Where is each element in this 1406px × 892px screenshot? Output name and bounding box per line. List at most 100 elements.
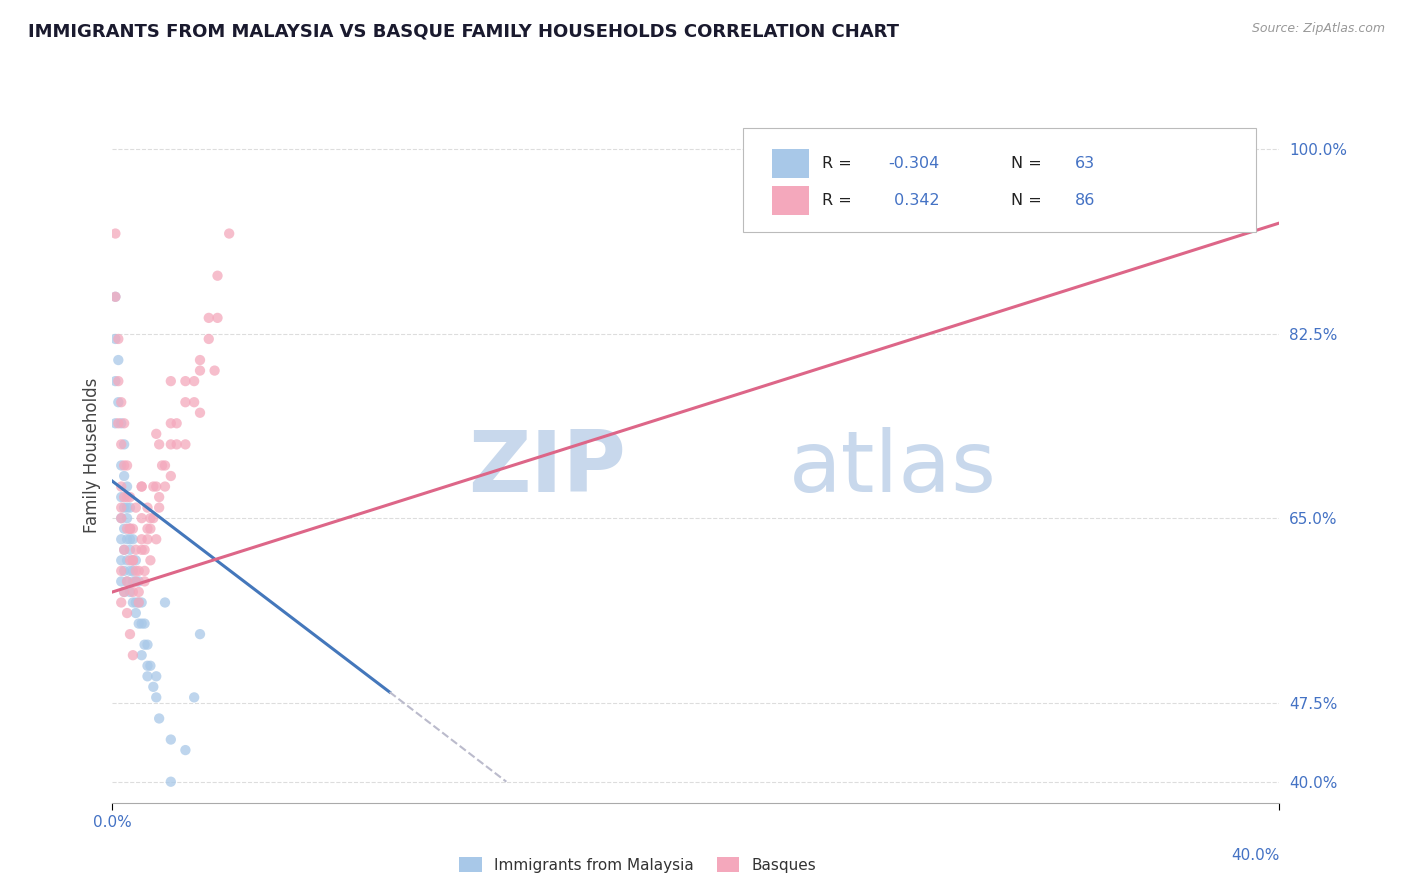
Point [125, 595, 148, 609]
Point [128, 585, 150, 599]
Point [160, 732, 183, 747]
Point [125, 574, 148, 589]
Point [174, 395, 197, 409]
Point [112, 542, 135, 557]
Legend: Immigrants from Malaysia, Basques: Immigrants from Malaysia, Basques [453, 850, 823, 879]
Point [125, 553, 148, 567]
Point [107, 417, 129, 431]
Point [128, 564, 150, 578]
Point [110, 553, 132, 567]
Point [104, 374, 127, 388]
Point [110, 500, 132, 515]
Point [110, 458, 132, 473]
Point [110, 479, 132, 493]
Point [136, 522, 159, 536]
Point [125, 564, 148, 578]
Point [174, 743, 197, 757]
Point [148, 711, 170, 725]
Point [153, 479, 176, 493]
Point [110, 564, 132, 578]
Point [112, 469, 135, 483]
Text: N =: N = [1011, 156, 1047, 171]
Point [110, 574, 132, 589]
Point [112, 564, 135, 578]
Point [183, 395, 205, 409]
Point [112, 585, 135, 599]
Point [115, 553, 138, 567]
Point [110, 490, 132, 504]
Point [145, 669, 167, 683]
Point [118, 522, 141, 536]
Point [112, 458, 135, 473]
Point [122, 564, 145, 578]
Point [160, 374, 183, 388]
Point [134, 574, 156, 589]
Point [134, 616, 156, 631]
Point [136, 500, 159, 515]
Text: Source: ZipAtlas.com: Source: ZipAtlas.com [1251, 22, 1385, 36]
Point [110, 511, 132, 525]
Text: R =: R = [823, 193, 856, 208]
Point [197, 332, 219, 346]
Point [136, 669, 159, 683]
Point [150, 458, 173, 473]
Point [218, 227, 240, 241]
Point [142, 680, 165, 694]
Point [118, 542, 141, 557]
Point [136, 658, 159, 673]
Point [204, 363, 226, 377]
Point [110, 511, 132, 525]
Point [107, 332, 129, 346]
Point [134, 542, 156, 557]
Point [148, 437, 170, 451]
Y-axis label: Family Households: Family Households [83, 377, 101, 533]
Point [139, 553, 162, 567]
FancyBboxPatch shape [742, 128, 1256, 232]
Point [107, 374, 129, 388]
Point [118, 553, 141, 567]
Point [131, 533, 153, 547]
Point [183, 690, 205, 705]
Point [148, 490, 170, 504]
Point [122, 595, 145, 609]
Point [115, 574, 138, 589]
Bar [772, 186, 810, 215]
Point [136, 638, 159, 652]
Point [128, 595, 150, 609]
Point [112, 500, 135, 515]
Point [160, 417, 183, 431]
Bar [772, 149, 810, 178]
Point [110, 417, 132, 431]
Text: R =: R = [823, 156, 856, 171]
Text: 40.0%: 40.0% [1232, 848, 1279, 863]
Point [128, 574, 150, 589]
Point [122, 585, 145, 599]
Point [128, 616, 150, 631]
Point [139, 658, 162, 673]
Text: atlas: atlas [789, 427, 997, 510]
Point [115, 522, 138, 536]
Point [118, 490, 141, 504]
Point [131, 616, 153, 631]
Point [115, 479, 138, 493]
Text: IMMIGRANTS FROM MALAYSIA VS BASQUE FAMILY HOUSEHOLDS CORRELATION CHART: IMMIGRANTS FROM MALAYSIA VS BASQUE FAMIL… [28, 22, 898, 40]
Point [145, 479, 167, 493]
Point [112, 522, 135, 536]
Text: 86: 86 [1076, 193, 1095, 208]
Point [104, 290, 127, 304]
Point [128, 595, 150, 609]
Point [104, 332, 127, 346]
Point [153, 595, 176, 609]
Point [122, 522, 145, 536]
Point [145, 690, 167, 705]
Point [188, 363, 211, 377]
Point [104, 290, 127, 304]
Point [207, 268, 229, 283]
Point [112, 490, 135, 504]
Point [145, 426, 167, 441]
Point [122, 533, 145, 547]
Text: ZIP: ZIP [468, 427, 626, 510]
Point [131, 479, 153, 493]
Point [174, 374, 197, 388]
Point [110, 595, 132, 609]
